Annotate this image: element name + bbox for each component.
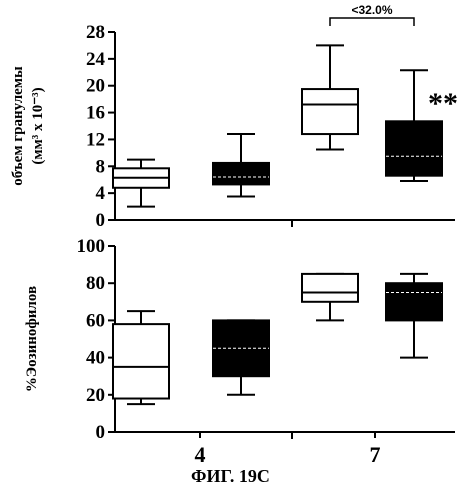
y-tick-label: 8 [96,156,106,177]
y-tick-label: 0 [96,210,106,231]
box-open-4 [113,311,169,404]
bracket-label: <32.0% [351,3,392,17]
y-axis-label: %Эозинофилов [24,286,40,392]
significance-marker: ** [428,87,458,120]
box-iqr [213,163,269,184]
x-tick-label: 4 [195,442,206,467]
y-tick-label: 20 [86,385,105,406]
box-iqr [302,89,358,134]
box-open-7 [302,45,358,149]
figure-caption: ФИГ. 19С [0,466,461,487]
y-tick-label: 28 [86,22,105,43]
y-tick-label: 20 [86,76,105,97]
y-tick-label: 100 [77,236,106,257]
box-filled-4 [213,134,269,196]
box-filled-7 [386,274,442,358]
box-filled-4 [213,320,269,394]
chart-panel-1: 0 4 8 12 16 20 24 28 объем гранулемы(мм³ x 10⁻³)… [10,3,458,231]
chart-panel-2: 0 20 40 60 80 100 4 7 %Эозинофилов [24,236,455,467]
x-tick-label: 7 [370,442,381,467]
y-axis-label: (мм³ x 10⁻³) [30,87,46,164]
y-tick-label: 24 [86,49,106,70]
box-iqr [386,121,442,175]
y-tick-label: 0 [96,422,106,443]
comparison-bracket [330,18,414,26]
y-tick-label: 16 [86,103,105,124]
y-tick-label: 12 [86,129,105,150]
y-tick-label: 80 [86,273,105,294]
y-tick-label: 60 [86,310,105,331]
y-tick-label: 40 [86,348,105,369]
box-open-7 [302,274,358,321]
box-open-4 [113,160,169,207]
box-iqr [302,274,358,302]
y-axis-label: объем гранулемы [10,66,26,186]
box-iqr [386,283,442,320]
box-iqr [113,324,169,398]
y-tick-label: 4 [96,183,106,204]
